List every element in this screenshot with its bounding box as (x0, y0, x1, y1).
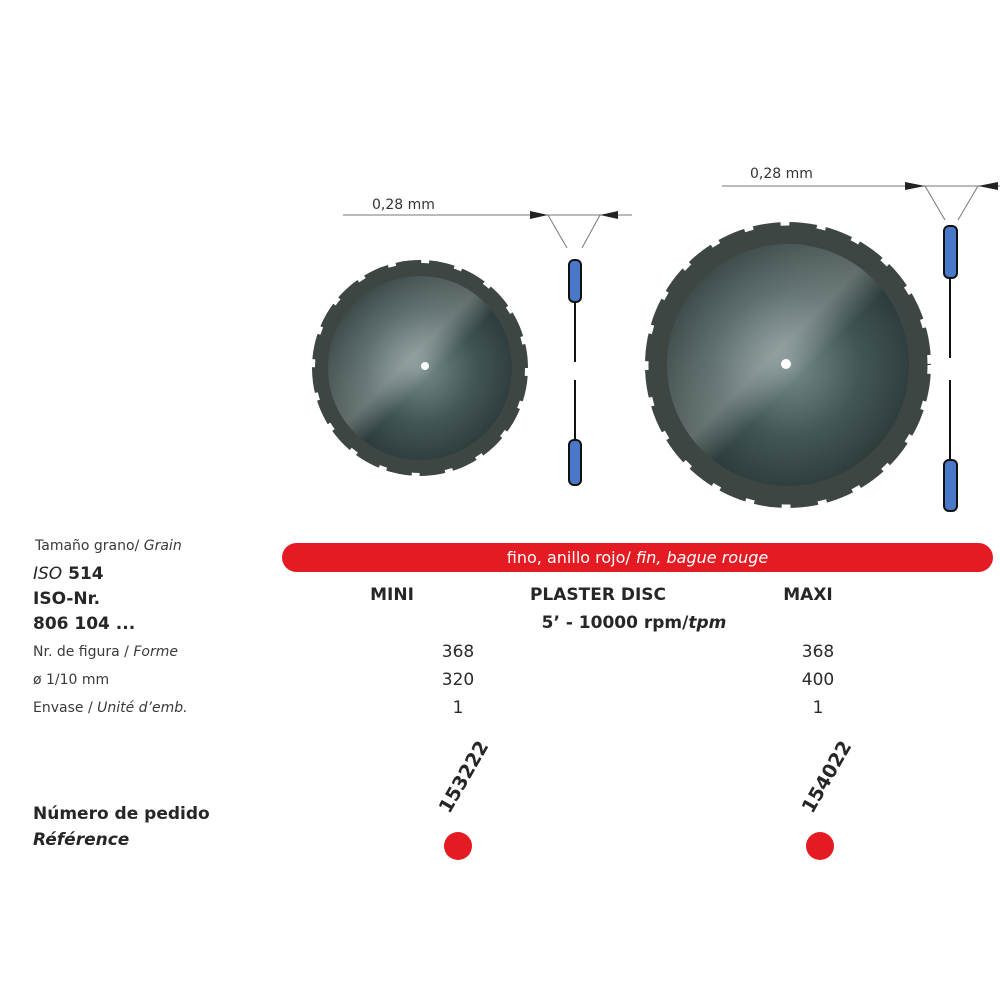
iso-code: 806 104 ... (33, 614, 136, 634)
maxi-reference[interactable]: 154022 (797, 737, 857, 817)
order-label-fr: Référence (33, 830, 130, 850)
speed-unit-fr: tpm (688, 613, 727, 633)
header-product: PLASTER DISC (529, 585, 667, 605)
disc-illustrations (309, 182, 1000, 512)
grain-bar-fr: fin, bague rouge (635, 548, 769, 567)
figure-label-fr: Forme (133, 644, 178, 660)
figure-label-es: Nr. de figura / (33, 644, 134, 660)
maxi-figure: 368 (801, 642, 835, 662)
figure-label: Nr. de figura / Forme (33, 644, 178, 660)
mini-red-ring-dot (444, 832, 472, 860)
grain-label-fr: Grain (143, 538, 182, 554)
mini-thickness-dimension (343, 211, 632, 249)
grain-bar-es: fino, anillo rojo/ (506, 548, 636, 567)
diameter-label: ø 1/10 mm (33, 672, 110, 688)
maxi-profile-icon (943, 225, 958, 512)
mini-pack: 1 (452, 698, 464, 718)
iso-nr-label: ISO-Nr. (33, 589, 101, 609)
mini-figure: 368 (441, 642, 475, 662)
iso-label-text: ISO (33, 564, 63, 584)
maxi-thickness-dimension (722, 182, 1000, 221)
mini-disc-image (309, 257, 531, 479)
grain-bar: fino, anillo rojo/ fin, bague rouge (282, 543, 993, 572)
mini-profile-icon (568, 259, 582, 486)
maxi-thickness-label: 0,28 mm (750, 166, 813, 182)
pack-label-fr: Unité d’emb. (97, 700, 188, 716)
order-label-es: Número de pedido (33, 804, 210, 824)
maxi-red-ring-dot (806, 832, 834, 860)
maxi-pack: 1 (812, 698, 824, 718)
grain-label-es: Tamaño grano/ (35, 538, 144, 554)
grain-label: Tamaño grano/ Grain (35, 538, 182, 554)
iso-label: ISO 514 (33, 564, 104, 584)
maxi-disc-image (641, 218, 935, 512)
mini-reference[interactable]: 153222 (434, 737, 494, 817)
pack-label: Envase / Unité d’emb. (33, 700, 188, 716)
mini-thickness-label: 0,28 mm (372, 197, 435, 213)
header-maxi: MAXI (783, 585, 833, 605)
pack-label-es: Envase / (33, 700, 98, 716)
speed-text: 5’ - 10000 rpm/ (541, 613, 689, 633)
mini-diameter: 320 (441, 670, 475, 690)
iso-value: 514 (68, 564, 104, 584)
speed-label: 5’ - 10000 rpm/tpm (542, 613, 727, 633)
maxi-diameter: 400 (801, 670, 835, 690)
header-mini: MINI (370, 585, 414, 605)
